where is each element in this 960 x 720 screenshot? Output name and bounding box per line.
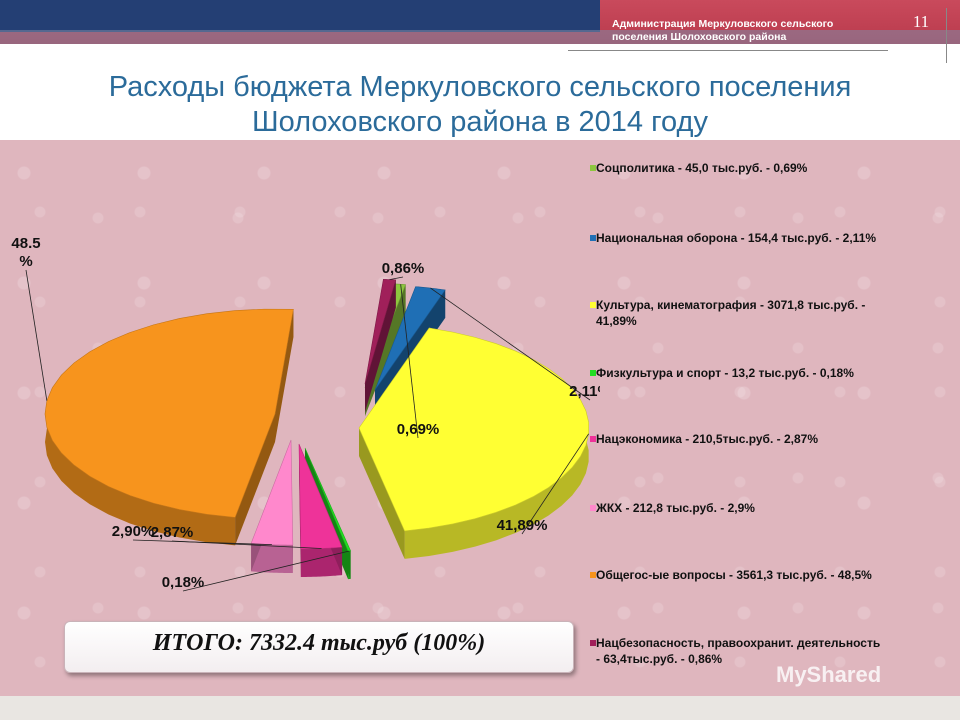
total-text: ИТОГО: 7332.4 тыс.руб (100%) — [152, 630, 486, 656]
divider — [946, 8, 947, 63]
legend-label: Национальная оборона - 154,4 тыс.руб. - … — [596, 231, 877, 245]
leader-line — [389, 276, 404, 280]
pie-slice — [250, 439, 294, 573]
legend-swatch — [590, 572, 596, 578]
legend-swatch — [590, 370, 596, 376]
slice-label: % — [19, 253, 32, 270]
total-box: ИТОГО: 7332.4 тыс.руб (100%) — [64, 621, 574, 673]
divider — [568, 50, 888, 51]
legend-swatch — [590, 436, 596, 442]
legend-swatch — [590, 505, 596, 511]
pie-slice-top — [364, 279, 397, 385]
legend-swatch — [590, 235, 596, 241]
pie-slice-side — [251, 543, 293, 573]
legend-label: Нацэкономика - 210,5тыс.руб. - 2,87% — [596, 432, 818, 446]
slice-label: 2,90% — [112, 523, 155, 540]
legend-label: Нацбезопасность, правоохранит. деятельно… — [596, 636, 881, 650]
top-banner-band — [0, 30, 960, 44]
slice-label: 2,11% — [569, 383, 600, 400]
title-line-1: Расходы бюджета Меркуловского сельского … — [108, 71, 852, 103]
pie-slice-wall — [359, 428, 405, 559]
pie-chart: 0,69% 2,11% 41,89% 0,18% 2,87%2,90% 48.5% 0,86… — [11, 235, 600, 592]
pie-slice — [358, 327, 589, 559]
slice-label: 0,18% — [162, 574, 205, 591]
legend-item: Соцполитика - 45,0 тыс.руб. - 0,69% — [590, 160, 956, 176]
org-line-2: поселения Шолоховского района — [612, 31, 787, 43]
slide-number: 11 — [912, 12, 930, 31]
org-header: Администрация Меркуловского сельского по… — [612, 18, 902, 44]
legend-swatch — [590, 302, 596, 308]
legend-label: 41,89% — [596, 314, 637, 328]
legend-item: Нацбезопасность, правоохранит. деятельно… — [590, 635, 956, 667]
leader-line — [182, 550, 350, 592]
leader-line — [132, 539, 272, 546]
legend-label: - 63,4тыс.руб. - 0,86% — [596, 652, 723, 666]
leader-line — [430, 287, 591, 401]
pie-slice-side — [300, 547, 343, 577]
legend-label: Соцполитика - 45,0 тыс.руб. - 0,69% — [596, 161, 808, 175]
pie-slice-top — [44, 308, 294, 518]
pie-slice — [298, 443, 343, 577]
pie-slice — [44, 308, 294, 546]
slice-label: 41,89% — [497, 517, 548, 534]
pie-slice — [364, 279, 397, 412]
legend-item: Национальная оборона - 154,4 тыс.руб. - … — [590, 230, 956, 246]
bottom-strip — [0, 696, 960, 720]
pie-slice-wall — [275, 309, 294, 442]
leader-line — [400, 284, 419, 439]
legend-label: Физкультура и спорт - 13,2 тыс.руб. - 0,… — [596, 366, 854, 380]
pie-slice-wall — [235, 414, 275, 546]
slice-label: 48.5 — [11, 235, 40, 252]
legend-item: Общегос-ые вопросы - 3561,3 тыс.руб. - 4… — [590, 567, 956, 583]
page-title: Расходы бюджета Меркуловского сельского … — [20, 70, 940, 140]
leader-line — [521, 433, 589, 535]
slice-label: 0,86% — [382, 260, 425, 277]
legend-swatch — [590, 640, 596, 646]
pie-slice-top — [298, 443, 343, 550]
watermark-text: MyShared — [776, 662, 882, 687]
legend-label: Культура, кинематография - 3071,8 тыс.ру… — [596, 298, 866, 312]
org-line-1: Администрация Меркуловского сельского — [612, 18, 834, 30]
pie-slice-wall — [365, 279, 396, 412]
legend-label: Общегос-ые вопросы - 3561,3 тыс.руб. - 4… — [596, 568, 872, 582]
legend-item: Физкультура и спорт - 13,2 тыс.руб. - 0,… — [590, 365, 956, 381]
pie-slice-wall — [365, 284, 406, 416]
top-banner-dark — [0, 0, 600, 32]
legend-item: Культура, кинематография - 3071,8 тыс.ру… — [590, 297, 956, 329]
legend-label: ЖКХ - 212,8 тыс.руб. - 2,9% — [596, 501, 755, 515]
title-line-2: Шолоховского района в 2014 году — [252, 106, 708, 138]
leader-line — [25, 269, 48, 401]
legend-swatch — [590, 165, 596, 171]
legend-item: Нацэкономика - 210,5тыс.руб. - 2,87% — [590, 431, 956, 447]
slice-label: 2,87% — [151, 524, 194, 541]
legend-item: ЖКХ - 212,8 тыс.руб. - 2,9% — [590, 500, 956, 516]
slice-label: 0,69% — [397, 421, 440, 438]
pie-slice-top — [358, 327, 589, 532]
